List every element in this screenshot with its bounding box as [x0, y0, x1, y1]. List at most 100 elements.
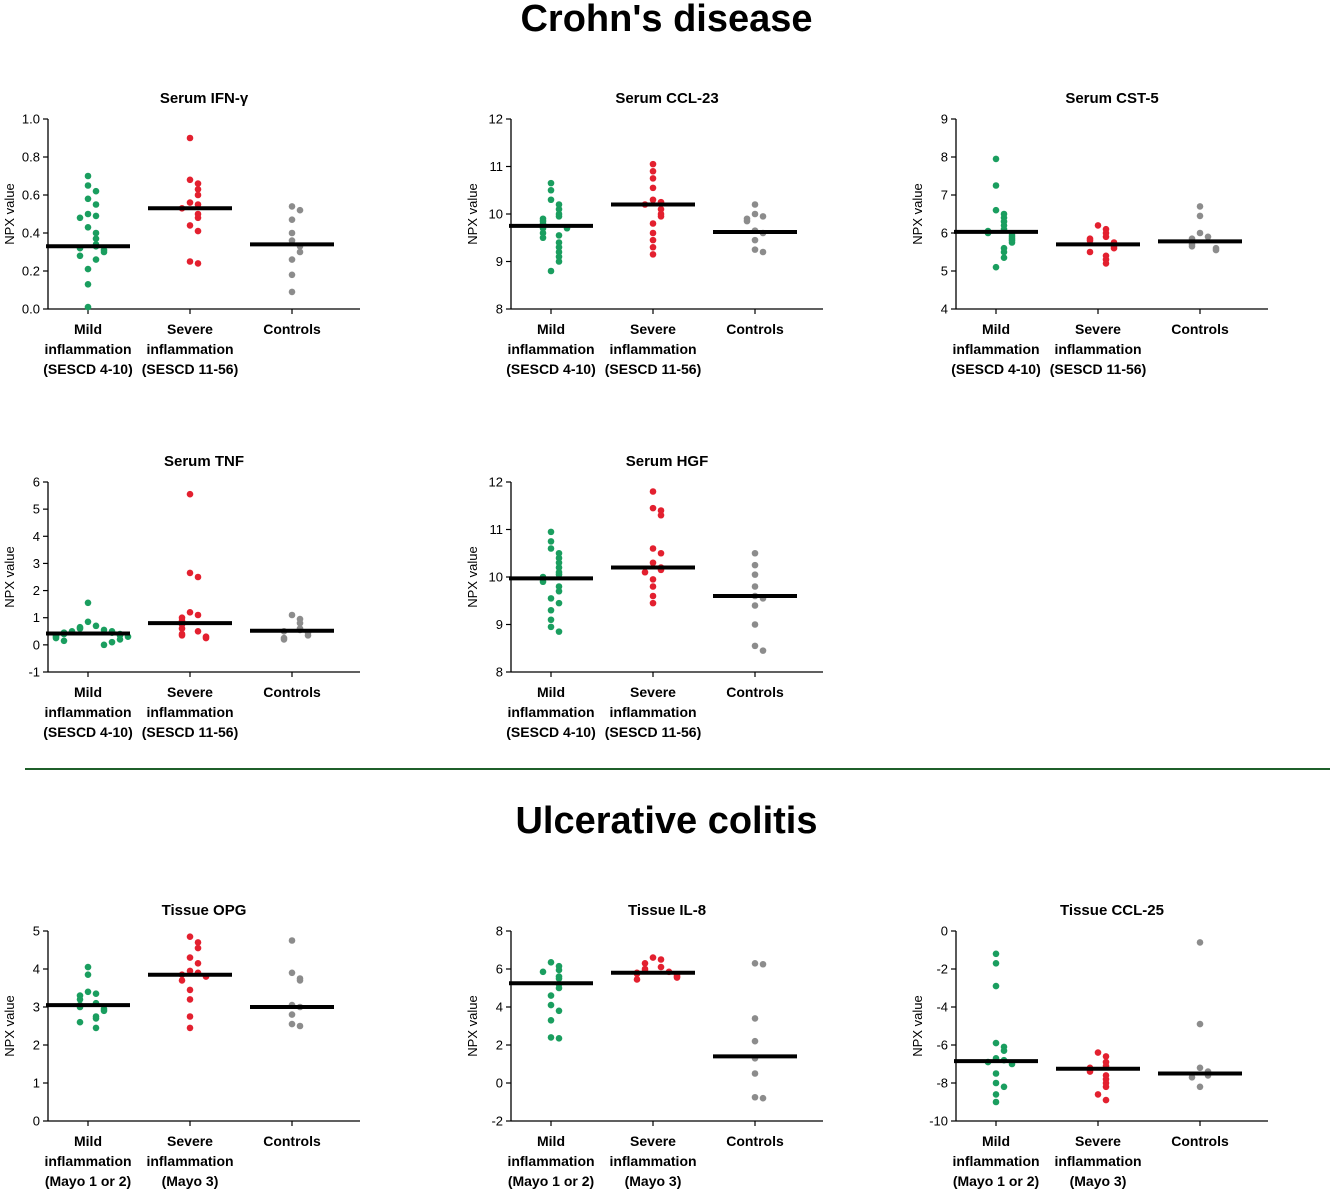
x-category-label-controls: Controls: [726, 684, 784, 700]
data-point-mild: [92, 212, 100, 220]
data-point-mild: [92, 1024, 100, 1032]
y-axis-label: NPX value: [2, 995, 17, 1056]
x-category-label-severe: Severe: [167, 1133, 213, 1149]
x-category-label-severe: Severe: [167, 321, 213, 337]
data-point-mild: [84, 971, 92, 978]
data-point-mild: [992, 182, 1000, 189]
data-point-mild: [92, 187, 100, 195]
x-category-label-mild: Mild: [74, 321, 102, 337]
chart-title: Serum HGF: [626, 453, 709, 470]
chart-title: Serum CST-5: [1065, 90, 1158, 107]
data-point-mild: [100, 1007, 108, 1015]
chart-svg: Tissue CCL-25 NPX value -10 -8 -6 -4 -2 0 Mild in…: [910, 902, 1268, 1189]
data-point-controls: [751, 960, 759, 967]
y-tick-label: 0: [941, 924, 948, 939]
x-category-label-mild: inflammation: [952, 1153, 1039, 1169]
x-category-label-mild: inflammation: [44, 341, 131, 357]
y-tick-label: 0: [33, 637, 40, 652]
data-point-controls: [1188, 1074, 1196, 1081]
data-point-severe: [186, 1013, 194, 1020]
y-tick-label: -4: [936, 1000, 948, 1015]
data-point-severe: [657, 549, 665, 557]
data-point-mild: [555, 239, 563, 246]
y-tick-label: 0: [496, 1076, 503, 1091]
data-point-controls: [288, 256, 296, 263]
y-tick-label: 6: [941, 226, 948, 241]
data-point-severe: [194, 944, 202, 952]
data-point-severe: [194, 191, 202, 199]
y-tick-label: 12: [489, 112, 503, 127]
data-point-controls: [759, 248, 767, 256]
data-point-mild: [1000, 1047, 1008, 1054]
x-category-label-controls: Controls: [263, 321, 321, 337]
data-point-severe: [194, 180, 202, 187]
data-point-mild: [547, 267, 555, 275]
data-point-severe: [186, 608, 194, 616]
chart-title: Tissue IL-8: [628, 902, 706, 919]
data-point-controls: [288, 1020, 296, 1028]
data-point-severe: [649, 236, 657, 244]
data-point-severe: [657, 956, 665, 963]
x-category-label-severe: Severe: [630, 1133, 676, 1149]
x-category-label-mild: Mild: [537, 1133, 565, 1149]
chart-title: Tissue CCL-25: [1060, 902, 1164, 919]
data-point-mild: [1000, 248, 1008, 256]
x-category-label-severe: Severe: [630, 684, 676, 700]
chart-title: Tissue OPG: [162, 902, 247, 919]
chart-svg: Serum TNF NPX value -1 0 1 2 3 4 5 6 Mild inflammat…: [2, 453, 360, 740]
data-point-mild: [84, 265, 92, 273]
data-point-mild: [60, 637, 68, 645]
data-point-mild: [547, 616, 555, 624]
data-point-severe: [649, 229, 657, 237]
x-category-label-severe: inflammation: [1054, 341, 1141, 357]
data-point-severe: [1102, 1083, 1110, 1091]
data-point-mild: [547, 179, 555, 187]
data-point-controls: [751, 621, 759, 628]
data-point-severe: [202, 634, 210, 642]
data-point-controls: [296, 206, 304, 214]
data-point-controls: [751, 236, 759, 244]
x-category-label-mild: (Mayo 1 or 2): [953, 1173, 1039, 1189]
data-point-severe: [649, 167, 657, 175]
data-point-controls: [751, 561, 759, 569]
data-point-controls: [743, 217, 751, 225]
data-point-mild: [555, 232, 563, 239]
data-point-mild: [555, 248, 563, 256]
data-point-severe: [649, 592, 657, 600]
data-point-mild: [108, 638, 116, 646]
data-point-mild: [555, 559, 563, 567]
data-point-mild: [555, 213, 563, 220]
data-point-severe: [186, 996, 194, 1003]
data-point-severe: [186, 967, 194, 975]
data-point-mild: [555, 243, 563, 251]
y-tick-label: 8: [496, 665, 503, 680]
data-point-mild: [547, 595, 555, 602]
data-point-severe: [186, 569, 194, 577]
data-point-mild: [547, 623, 555, 631]
x-category-label-mild: inflammation: [507, 341, 594, 357]
x-category-label-severe: inflammation: [609, 341, 696, 357]
data-point-severe: [649, 576, 657, 583]
data-point-controls: [1204, 233, 1212, 241]
data-point-controls: [288, 969, 296, 977]
data-point-severe: [194, 186, 202, 193]
y-tick-label: 2: [496, 1038, 503, 1053]
data-point-mild: [992, 155, 1000, 163]
y-axis-label: NPX value: [465, 995, 480, 1056]
data-point-mild: [84, 281, 92, 288]
data-point-mild: [555, 571, 563, 578]
chart-panel-serum-cst-5: Serum CST-5 NPX value 4 5 6 7 8 9 Mild inflammati…: [908, 85, 1268, 377]
data-point-mild: [555, 554, 563, 562]
data-point-mild: [992, 1079, 1000, 1087]
x-category-label-controls: Controls: [726, 321, 784, 337]
data-point-severe: [194, 611, 202, 619]
data-point-controls: [296, 977, 304, 984]
data-point-severe: [186, 176, 194, 184]
x-category-label-mild: Mild: [537, 684, 565, 700]
data-point-mild: [84, 182, 92, 189]
y-tick-label: 6: [33, 475, 40, 490]
data-point-severe: [1102, 233, 1110, 241]
y-tick-label: 4: [496, 1000, 503, 1015]
data-point-severe: [649, 504, 657, 512]
data-point-mild: [76, 252, 84, 260]
